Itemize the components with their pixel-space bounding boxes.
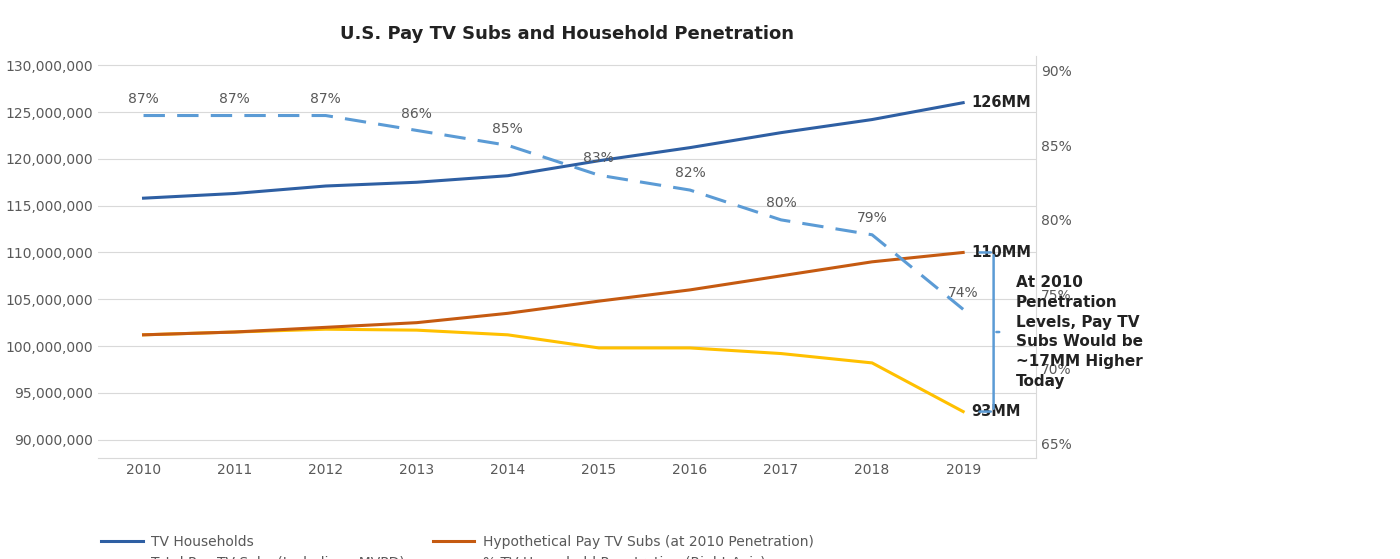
Text: 87%: 87%	[220, 92, 251, 106]
Text: 80%: 80%	[766, 196, 797, 210]
Text: 85%: 85%	[493, 122, 524, 136]
Text: 74%: 74%	[948, 286, 979, 300]
Text: 86%: 86%	[402, 107, 433, 121]
Legend: TV Households, Total Pay TV Subs (Including vMVPD), Hypothetical Pay TV Subs (at: TV Households, Total Pay TV Subs (Includ…	[95, 530, 819, 559]
Text: 93MM: 93MM	[972, 404, 1021, 419]
Text: 87%: 87%	[311, 92, 342, 106]
Text: 79%: 79%	[857, 211, 888, 225]
Text: 82%: 82%	[675, 167, 706, 181]
Text: 110MM: 110MM	[972, 245, 1032, 260]
Text: 126MM: 126MM	[972, 95, 1032, 110]
Text: At 2010
Penetration
Levels, Pay TV
Subs Would be
~17MM Higher
Today: At 2010 Penetration Levels, Pay TV Subs …	[1016, 275, 1142, 389]
Title: U.S. Pay TV Subs and Household Penetration: U.S. Pay TV Subs and Household Penetrati…	[340, 25, 794, 43]
Text: 87%: 87%	[129, 92, 160, 106]
Text: 83%: 83%	[584, 151, 615, 165]
